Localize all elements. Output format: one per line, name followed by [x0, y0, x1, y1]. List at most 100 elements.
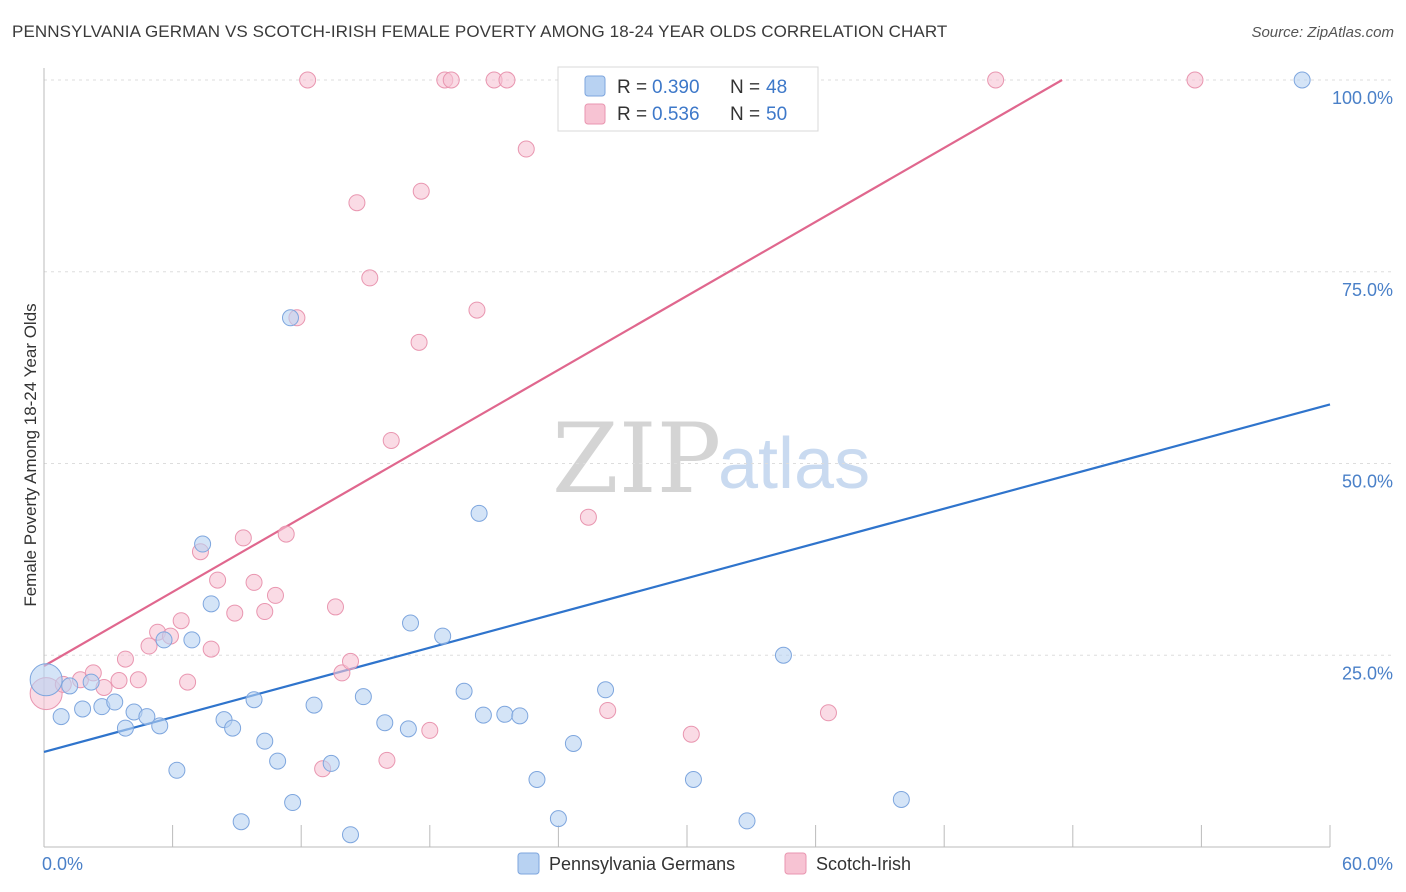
scotch-irish-point — [116, 650, 134, 668]
pennsylvania-german-point — [224, 719, 242, 737]
pennsylvania-german-point — [61, 677, 79, 695]
pennsylvania-german-point — [256, 732, 274, 750]
scotch-irish-point — [202, 640, 220, 658]
pennsylvania-german-point — [511, 707, 529, 725]
chart-title: PENNSYLVANIA GERMAN VS SCOTCH-IRISH FEMA… — [12, 22, 948, 41]
x-tick-label-min: 0.0% — [42, 854, 83, 874]
pennsylvania-german-point — [74, 700, 92, 718]
pennsylvania-german-point — [194, 535, 212, 553]
scotch-irish-point — [410, 333, 428, 351]
legend-n-label-1: N = — [730, 77, 760, 98]
scotch-irish-point — [226, 604, 244, 622]
legend-r-label-2: R = — [617, 104, 647, 125]
scotch-irish-point — [378, 751, 396, 769]
legend-swatch-blue — [584, 75, 606, 97]
scotch-irish-point — [256, 603, 274, 621]
pennsylvania-german-point — [245, 691, 263, 709]
pennsylvania-german-point — [434, 627, 452, 645]
pennsylvania-german-point — [549, 810, 567, 828]
pennsylvania-german-point — [564, 734, 582, 752]
pennsylvania-german-point — [684, 771, 702, 789]
pennsylvania-german-point — [892, 790, 910, 808]
watermark: ZIP atlas — [552, 403, 870, 515]
scotch-irish-point — [599, 701, 617, 719]
scotch-irish-point — [421, 721, 439, 739]
series-legend: Pennsylvania Germans Scotch-Irish — [517, 852, 911, 875]
scotch-irish-point — [326, 598, 344, 616]
scotch-irish-point — [341, 652, 359, 670]
pennsylvania-german-point — [474, 706, 492, 724]
pennsylvania-german-point — [470, 504, 488, 522]
pennsylvania-german-point — [528, 771, 546, 789]
x-tick-label-max: 60.0% — [1342, 854, 1393, 874]
pennsylvania-german-points — [29, 71, 1311, 844]
legend-swatch-pink — [584, 103, 606, 125]
scotch-irish-point — [579, 508, 597, 526]
pennsylvania-german-point — [305, 696, 323, 714]
pennsylvania-german-point — [269, 752, 287, 770]
y-tick-label: 75.0% — [1342, 280, 1393, 300]
pennsylvania-german-point — [52, 708, 70, 726]
pennsylvania-german-point — [455, 682, 473, 700]
scotch-irish-point — [266, 586, 284, 604]
y-axis-title: Female Poverty Among 18-24 Year Olds — [21, 303, 40, 606]
scotch-irish-point — [682, 725, 700, 743]
pennsylvania-german-point — [376, 714, 394, 732]
scotch-irish-point — [412, 182, 430, 200]
y-tick-label: 25.0% — [1342, 663, 1393, 683]
watermark-zip: ZIP — [552, 403, 721, 515]
scotch-irish-point — [382, 431, 400, 449]
scotch-irish-point — [245, 573, 263, 591]
pennsylvania-german-point — [281, 309, 299, 327]
legend-r-label-1: R = — [617, 77, 647, 98]
legend-n-value-1: 48 — [766, 77, 787, 98]
pennsylvania-german-point — [354, 688, 372, 706]
x-tick-labels: 0.0% 60.0% — [42, 854, 1393, 874]
scotch-irish-point — [209, 571, 227, 589]
y-tick-labels: 25.0% 50.0% 75.0% 100.0% — [1332, 88, 1393, 683]
scotch-irish-point — [987, 71, 1005, 89]
pennsylvania-german-point — [1293, 71, 1311, 89]
scotch-irish-point — [348, 194, 366, 212]
pennsylvania-german-point — [341, 826, 359, 844]
pennsylvania-german-point — [29, 663, 63, 697]
scotch-irish-point — [234, 529, 252, 547]
y-tick-label: 100.0% — [1332, 88, 1393, 108]
pennsylvania-german-point — [597, 681, 615, 699]
series-legend-swatch-blue — [517, 852, 540, 875]
pennsylvania-german-point — [106, 693, 124, 711]
y-tick-label: 50.0% — [1342, 472, 1393, 492]
source-credit: Source: ZipAtlas.com — [1251, 24, 1394, 41]
scotch-irish-point — [819, 704, 837, 722]
scotch-irish-point — [277, 525, 295, 543]
pennsylvania-german-point — [774, 646, 792, 664]
scotch-irish-point — [179, 673, 197, 691]
scotch-irish-point — [498, 71, 516, 89]
pennsylvania-german-point — [202, 595, 220, 613]
legend-n-label-2: N = — [730, 104, 760, 125]
pennsylvania-german-point — [138, 708, 156, 726]
pennsylvania-german-point — [155, 631, 173, 649]
pennsylvania-german-point — [496, 705, 514, 723]
pennsylvania-german-point — [116, 719, 134, 737]
scotch-irish-point — [140, 637, 158, 655]
scotch-irish-point — [299, 71, 317, 89]
correlation-legend: R = 0.390 N = 48 R = 0.536 N = 50 — [557, 66, 819, 132]
scotch-irish-trend-line — [43, 79, 1063, 667]
series-legend-label-pink: Scotch-Irish — [816, 854, 911, 874]
legend-r-value-2: 0.536 — [652, 104, 700, 125]
series-legend-swatch-pink — [784, 852, 807, 875]
legend-r-value-1: 0.390 — [652, 77, 700, 98]
pennsylvania-german-point — [738, 812, 756, 830]
pennsylvania-german-point — [402, 614, 420, 632]
scotch-irish-point — [172, 612, 190, 630]
scotch-irish-point — [468, 301, 486, 319]
scotch-irish-point — [129, 671, 147, 689]
scotch-irish-point — [1186, 71, 1204, 89]
pennsylvania-german-point — [151, 717, 169, 735]
axes — [43, 68, 1331, 848]
pennsylvania-german-point — [232, 813, 250, 831]
scotch-irish-point — [333, 664, 351, 682]
pennsylvania-german-point — [183, 631, 201, 649]
